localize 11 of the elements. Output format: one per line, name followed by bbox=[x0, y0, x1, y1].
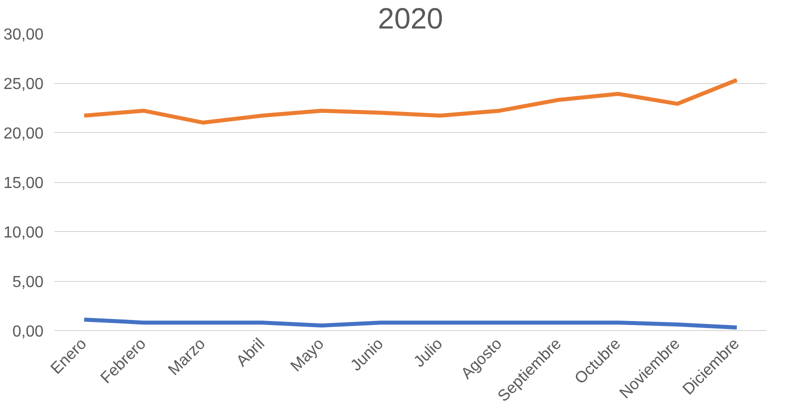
x-tick-label: Julio bbox=[410, 335, 446, 371]
y-tick-label: 5,00 bbox=[12, 274, 44, 291]
y-tick-label: 10,00 bbox=[3, 224, 44, 242]
y-tick-label: 25,00 bbox=[3, 76, 44, 93]
y-tick-label: 15,00 bbox=[3, 175, 44, 192]
line-series bbox=[82, 318, 739, 330]
y-tick-label: 20,00 bbox=[3, 126, 44, 142]
y-tick-label: 0,00 bbox=[12, 324, 44, 340]
chart-title: 2020 bbox=[378, 2, 444, 36]
y-tick-label: 30,00 bbox=[3, 26, 44, 44]
line-series bbox=[82, 78, 739, 125]
